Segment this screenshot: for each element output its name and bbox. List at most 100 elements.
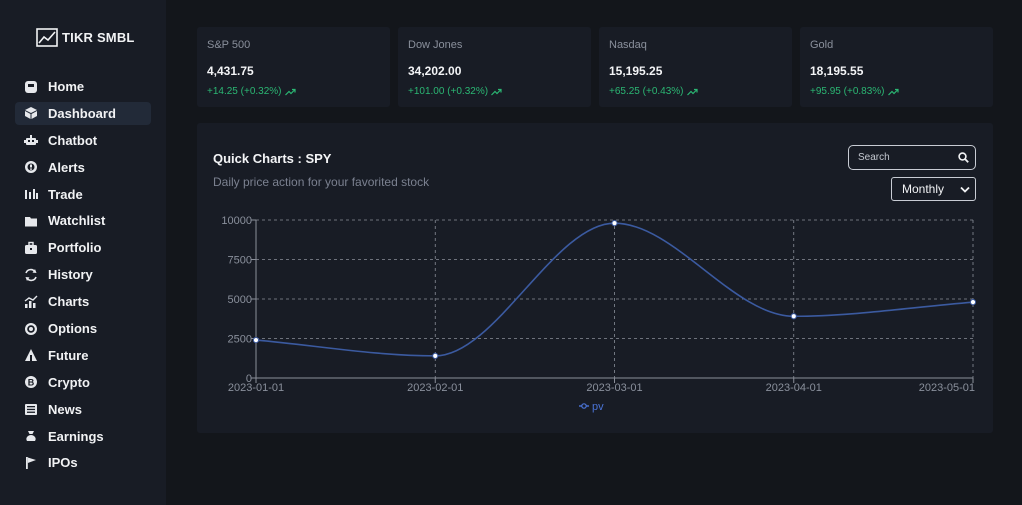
ticker-price: 4,431.75 xyxy=(207,64,254,78)
chart-logo-icon xyxy=(36,28,58,47)
x-tick-label: 2023-03-01 xyxy=(586,382,642,394)
sidebar-item-portfolio[interactable]: Portfolio xyxy=(15,236,151,259)
crypto-icon: B xyxy=(24,375,38,389)
sidebar-item-chatbot[interactable]: Chatbot xyxy=(15,129,151,152)
sidebar-item-news[interactable]: News xyxy=(15,398,151,421)
sidebar-item-charts[interactable]: Charts xyxy=(15,290,151,313)
data-point xyxy=(790,313,797,320)
sidebar-item-crypto[interactable]: B Crypto xyxy=(15,371,151,394)
history-icon xyxy=(24,268,38,282)
legend-swatch-dot xyxy=(581,403,587,409)
svg-text:B: B xyxy=(28,378,35,388)
search-input[interactable] xyxy=(858,152,954,163)
ticker-name: Gold xyxy=(810,39,834,51)
alerts-icon xyxy=(24,160,38,174)
logo[interactable]: TIKR SMBL xyxy=(36,28,135,47)
sidebar-item-future[interactable]: Future xyxy=(15,344,151,367)
legend-label: pv xyxy=(592,401,604,413)
data-point xyxy=(611,220,618,227)
ticker-change: +14.25 (+0.32%) xyxy=(207,86,380,97)
sidebar-item-label: Dashboard xyxy=(48,105,116,121)
ipos-icon xyxy=(24,456,38,470)
sidebar-item-label: Chatbot xyxy=(48,132,98,148)
sidebar-item-trade[interactable]: Trade xyxy=(15,183,151,206)
ticker-price: 18,195.55 xyxy=(810,64,864,78)
y-tick-label: 7500 xyxy=(228,255,252,267)
sidebar-item-ipos[interactable]: IPOs xyxy=(15,451,151,474)
panel-title: Quick Charts : SPY xyxy=(213,151,332,166)
ticker-change-value: +65.25 (+0.43%) xyxy=(609,86,684,97)
ticker-name: S&P 500 xyxy=(207,39,251,51)
sidebar-item-history[interactable]: History xyxy=(15,263,151,286)
trend-up-icon xyxy=(284,88,296,95)
sidebar-item-label: Watchlist xyxy=(48,213,106,229)
quick-charts-panel: Quick Charts : SPY Daily price action fo… xyxy=(197,123,993,433)
sidebar-item-earnings[interactable]: Earnings xyxy=(15,425,151,448)
ticker-card[interactable]: Dow Jones 34,202.00 +101.00 (+0.32%) xyxy=(398,27,591,107)
sidebar-item-alerts[interactable]: Alerts xyxy=(15,156,151,179)
dashboard-icon xyxy=(24,106,38,120)
sidebar-item-label: News xyxy=(48,401,82,417)
sidebar-item-watchlist[interactable]: Watchlist xyxy=(15,209,151,232)
sidebar-item-label: History xyxy=(48,267,93,283)
sidebar-item-label: IPOs xyxy=(48,455,78,471)
ticker-change: +101.00 (+0.32%) xyxy=(408,86,581,97)
ticker-price: 34,202.00 xyxy=(408,64,462,78)
data-point xyxy=(432,352,439,359)
watchlist-icon xyxy=(24,214,38,228)
search-icon[interactable] xyxy=(958,152,969,163)
y-tick-label: 2500 xyxy=(228,334,252,346)
trend-up-icon xyxy=(491,88,502,95)
ticker-change-value: +14.25 (+0.32%) xyxy=(207,86,282,97)
sidebar-item-options[interactable]: Options xyxy=(15,317,151,340)
chevron-down-icon xyxy=(960,186,970,193)
options-icon xyxy=(24,322,38,336)
ticker-change: +95.95 (+0.83%) xyxy=(810,86,983,97)
y-tick-label: 0 xyxy=(246,373,252,385)
x-tick-label: 2023-04-01 xyxy=(766,382,822,394)
trade-icon xyxy=(24,187,38,201)
price-line-chart: 0 2500 5000 7500 10000 2023-01-01 2023-02-01 20… xyxy=(221,215,977,413)
sidebar: TIKR SMBL Home Dashboard Chatbot Alerts Trad… xyxy=(0,0,166,505)
panel-subtitle: Daily price action for your favorited st… xyxy=(213,175,430,189)
sidebar-item-label: Future xyxy=(48,347,89,363)
y-tick-label: 10000 xyxy=(221,215,252,227)
charts-icon xyxy=(24,295,38,309)
interval-select[interactable]: Monthly xyxy=(891,177,976,201)
sidebar-item-label: Home xyxy=(48,79,85,94)
x-tick-label: 2023-02-01 xyxy=(407,382,463,394)
chatbot-icon xyxy=(24,133,38,147)
sidebar-item-label: Portfolio xyxy=(48,240,102,256)
x-tick-label: 2023-01-01 xyxy=(228,382,284,394)
ticker-change-value: +95.95 (+0.83%) xyxy=(810,86,885,97)
y-tick-label: 5000 xyxy=(228,294,252,306)
x-tick-label: 2023-05-01 xyxy=(919,382,975,394)
search-box[interactable] xyxy=(848,145,976,170)
ticker-change: +65.25 (+0.43%) xyxy=(609,86,782,97)
future-icon xyxy=(24,348,38,362)
data-point xyxy=(969,299,977,306)
news-icon xyxy=(24,402,38,416)
interval-select-value: Monthly xyxy=(902,182,945,196)
trend-up-icon xyxy=(887,88,899,95)
sidebar-nav: Home Dashboard Chatbot Alerts Trade Watchlist… xyxy=(15,75,151,478)
ticker-name: Nasdaq xyxy=(609,39,647,51)
sidebar-item-home[interactable]: Home xyxy=(15,75,151,98)
logo-text: TIKR SMBL xyxy=(62,30,135,45)
trend-up-icon xyxy=(686,88,698,95)
ticker-card[interactable]: Nasdaq 15,195.25 +65.25 (+0.43%) xyxy=(599,27,792,107)
sidebar-item-label: Crypto xyxy=(48,374,90,390)
earnings-icon xyxy=(24,429,38,443)
ticker-card[interactable]: Gold 18,195.55 +95.95 (+0.83%) xyxy=(800,27,993,107)
sidebar-item-label: Earnings xyxy=(48,428,104,444)
sidebar-item-label: Alerts xyxy=(48,159,85,175)
sidebar-item-dashboard[interactable]: Dashboard xyxy=(15,101,151,125)
sidebar-item-label: Trade xyxy=(48,186,83,202)
ticker-price: 15,195.25 xyxy=(609,64,663,78)
ticker-card[interactable]: S&P 500 4,431.75 +14.25 (+0.32%) xyxy=(197,27,390,107)
sidebar-item-label: Charts xyxy=(48,294,90,310)
ticker-change-value: +101.00 (+0.32%) xyxy=(408,86,489,97)
data-point xyxy=(252,336,260,344)
sidebar-item-label: Options xyxy=(48,321,98,337)
home-icon xyxy=(24,80,38,94)
